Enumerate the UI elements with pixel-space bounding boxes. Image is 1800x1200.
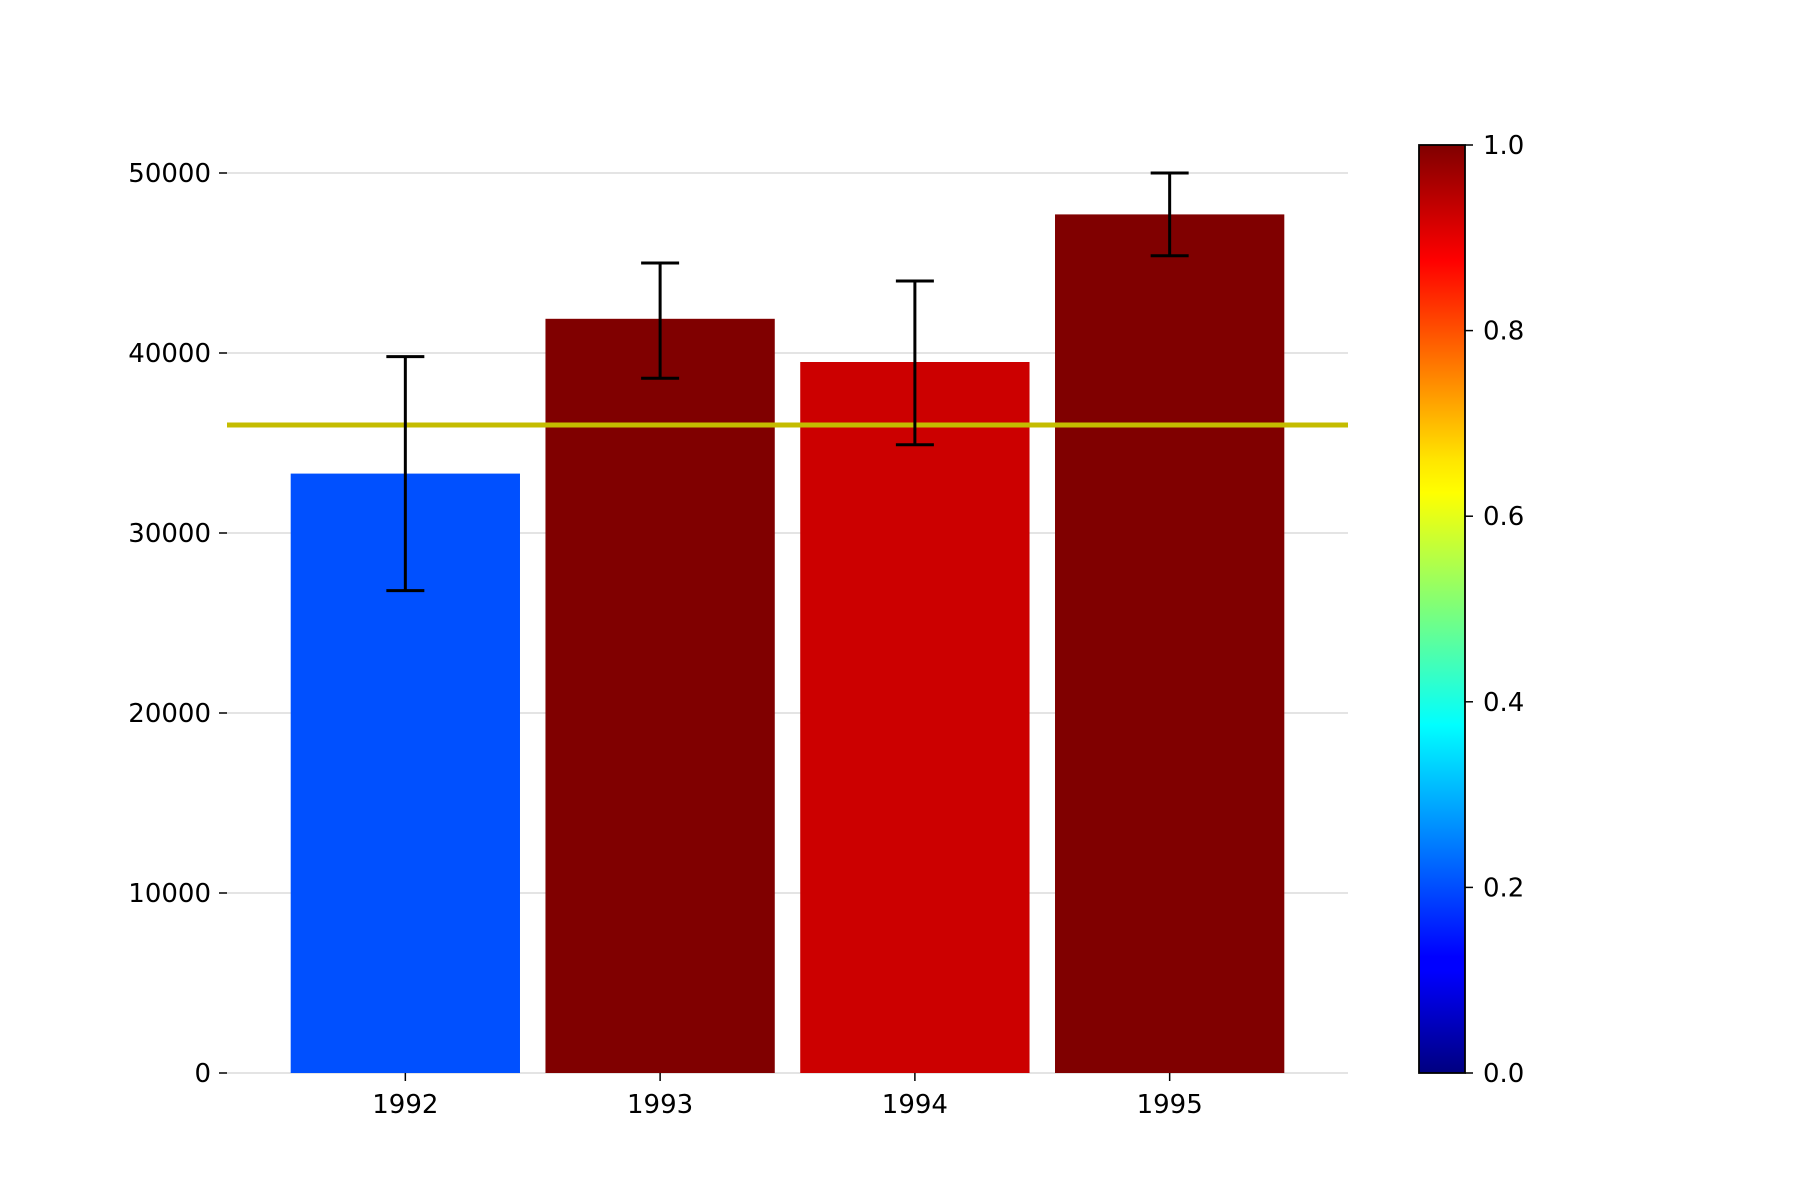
y-tick-label: 20000 xyxy=(128,699,211,729)
y-tick-label: 10000 xyxy=(128,879,211,909)
y-tick-label: 50000 xyxy=(128,159,211,189)
error-bar-1993 xyxy=(641,261,680,380)
y-tick-label: 30000 xyxy=(128,519,211,549)
bars xyxy=(290,214,1285,1074)
axes: 0 10000 20000 30000 40000 50000 1992 1993 1994 19… xyxy=(128,159,1202,1120)
error-bars xyxy=(386,171,1189,593)
error-bar-1994 xyxy=(895,279,934,447)
y-tick-label: 40000 xyxy=(128,339,211,369)
colorbar-tick-label: 0.2 xyxy=(1483,873,1524,903)
x-tick-label: 1993 xyxy=(627,1090,693,1120)
colorbar-tick-label: 0.0 xyxy=(1483,1059,1524,1089)
y-tick-label: 0 xyxy=(194,1059,211,1089)
bar-1994 xyxy=(800,362,1030,1073)
bar-1995 xyxy=(1055,214,1285,1073)
colorbar-gradient xyxy=(1419,145,1465,1073)
bar-1993 xyxy=(545,318,775,1073)
colorbar-tick-label: 1.0 xyxy=(1483,131,1524,161)
colorbar-tick-label: 0.4 xyxy=(1483,688,1524,718)
x-tick-label: 1995 xyxy=(1137,1090,1203,1120)
error-bar-1992 xyxy=(386,355,425,593)
x-tick-label: 1994 xyxy=(882,1090,948,1120)
colorbar-frame xyxy=(1418,144,1466,1074)
colorbar-tick-label: 0.8 xyxy=(1483,317,1524,347)
colorbar: 0.0 0.2 0.4 0.6 0.8 1.0 xyxy=(1418,131,1524,1089)
colorbar-tick-label: 0.6 xyxy=(1483,502,1524,532)
x-tick-label: 1992 xyxy=(372,1090,438,1120)
error-bar-1995 xyxy=(1150,171,1189,258)
